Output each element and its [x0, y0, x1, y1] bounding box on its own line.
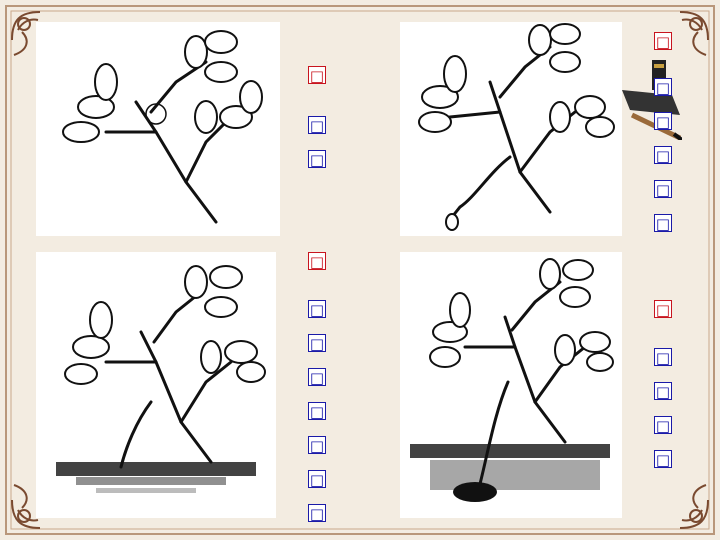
ink-brush-icon [622, 60, 682, 140]
caption-col2-a: □ □ □ □ □ □ [654, 24, 672, 240]
plant-branch-peg-icon [418, 23, 615, 231]
caption-heading: □ [654, 300, 672, 319]
caption-char: □ [308, 436, 326, 455]
plant-branch-icon [62, 30, 263, 224]
caption-char: □ [654, 382, 672, 401]
caption-col1-b: □ □ □ □ □ □ □ □ [308, 244, 326, 530]
caption-heading: □ [308, 66, 326, 85]
plant-soil-icon [56, 265, 266, 493]
caption-char: □ [654, 146, 672, 165]
corner-ornament-icon [11, 11, 41, 56]
caption-char: □ [308, 368, 326, 387]
caption-heading: □ [308, 252, 326, 271]
panel-1 [36, 22, 280, 236]
caption-char: □ [654, 78, 672, 97]
caption-char: □ [654, 416, 672, 435]
plant-rooted-icon [410, 258, 614, 502]
caption-char: □ [308, 150, 326, 169]
caption-char: □ [654, 214, 672, 233]
caption-char: □ [654, 348, 672, 367]
panel-3 [36, 252, 276, 518]
caption-char: □ [654, 450, 672, 469]
caption-char: □ [654, 112, 672, 131]
caption-char: □ [654, 180, 672, 199]
caption-char: □ [308, 300, 326, 319]
caption-char: □ [308, 470, 326, 489]
caption-char: □ [308, 402, 326, 421]
panel-2 [400, 22, 622, 236]
caption-col1-a: □ □ □ [308, 58, 326, 176]
caption-char: □ [308, 334, 326, 353]
caption-char: □ [308, 116, 326, 135]
caption-heading: □ [654, 32, 672, 51]
caption-char: □ [308, 504, 326, 523]
panel-4 [400, 252, 622, 518]
caption-col2-b: □ □ □ □ □ [654, 292, 672, 476]
